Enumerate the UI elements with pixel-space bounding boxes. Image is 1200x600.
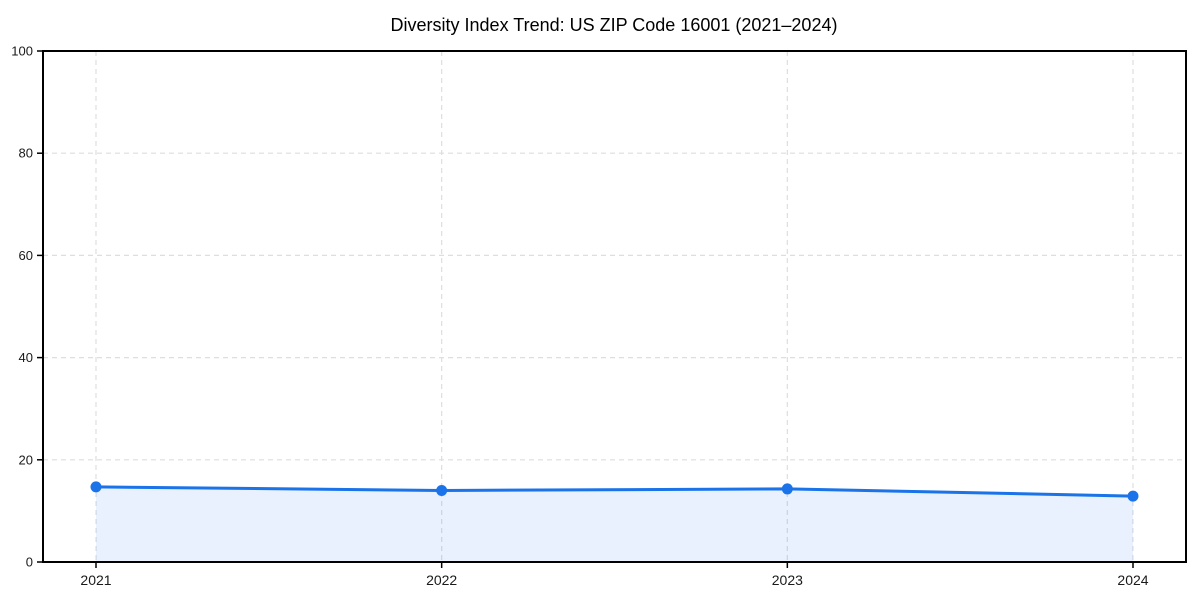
- y-tick-label: 40: [19, 350, 33, 365]
- area-fill: [96, 486, 1133, 562]
- y-tick-label: 20: [19, 452, 33, 467]
- data-point: [781, 483, 793, 495]
- data-point: [1127, 490, 1139, 502]
- data-point: [436, 484, 448, 496]
- x-tick-label: 2024: [1117, 572, 1148, 588]
- y-tick-label: 80: [19, 146, 33, 161]
- chart-title: Diversity Index Trend: US ZIP Code 16001…: [391, 15, 838, 35]
- plot-border: [42, 50, 1187, 563]
- x-tick-label: 2023: [772, 572, 803, 588]
- x-tick-label: 2022: [426, 572, 457, 588]
- plot-layer: 0 20 40 60 80 100 2021 2022 2023 2024: [11, 44, 1187, 588]
- data-point: [90, 481, 102, 493]
- trend-line: [94, 485, 1135, 498]
- y-tick-label: 100: [11, 44, 33, 59]
- x-tick-label: 2021: [80, 572, 111, 588]
- y-tick-label: 60: [19, 248, 33, 263]
- y-tick-label: 0: [26, 555, 33, 570]
